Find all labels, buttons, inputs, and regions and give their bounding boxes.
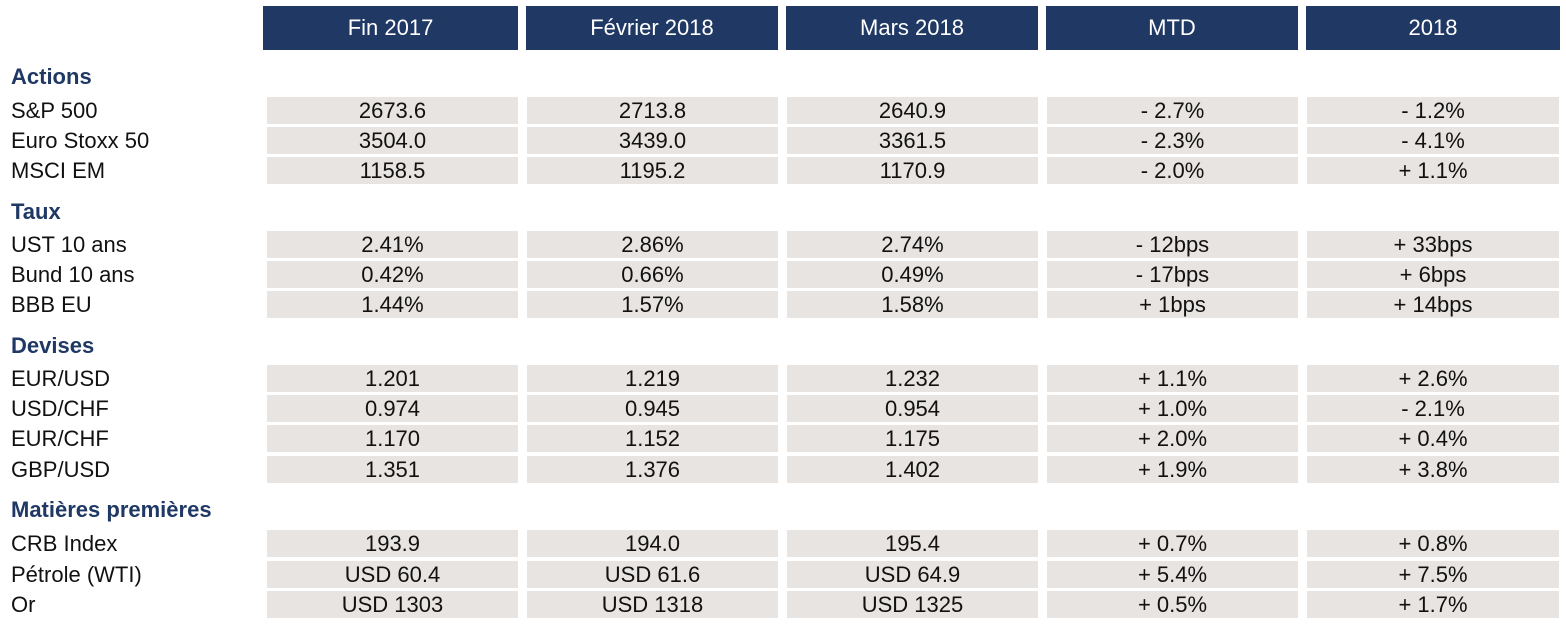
table-cell: USD 1318 (527, 591, 778, 618)
table-cell: + 6bps (1307, 261, 1559, 288)
table-cell: 3439.0 (527, 127, 778, 154)
table-cell: - 12bps (1047, 231, 1298, 258)
table-cell: 1.201 (267, 365, 518, 392)
table-cell: + 5.4% (1047, 561, 1298, 588)
table-cell: - 1.2% (1307, 97, 1559, 124)
table-cell: USD 60.4 (267, 561, 518, 588)
row-label: Pétrole (WTI) (11, 562, 142, 587)
column-header-2018: 2018 (1306, 6, 1560, 50)
table-cell: USD 1303 (267, 591, 518, 618)
table-cell: + 0.5% (1047, 591, 1298, 618)
table-cell: + 7.5% (1307, 561, 1559, 588)
table-cell: + 1.1% (1047, 365, 1298, 392)
table-cell: 195.4 (787, 530, 1038, 557)
table-cell: + 2.6% (1307, 365, 1559, 392)
table-cell: + 1.7% (1307, 591, 1559, 618)
table-cell: - 2.1% (1307, 395, 1559, 422)
table-cell: + 1.0% (1047, 395, 1298, 422)
row-label: S&P 500 (11, 98, 98, 123)
table-cell: 2.86% (527, 231, 778, 258)
table-cell: 1.219 (527, 365, 778, 392)
table-cell: 1.351 (267, 456, 518, 483)
column-header-mtd: MTD (1046, 6, 1298, 50)
table-cell: 1.376 (527, 456, 778, 483)
table-cell: - 17bps (1047, 261, 1298, 288)
table-cell: + 3.8% (1307, 456, 1559, 483)
table-cell: 3504.0 (267, 127, 518, 154)
table-cell: 0.49% (787, 261, 1038, 288)
table-cell: + 1.1% (1307, 157, 1559, 184)
row-label: USD/CHF (11, 396, 109, 421)
row-label: MSCI EM (11, 158, 106, 183)
section-title-matieres-premieres: Matières premières (11, 497, 212, 522)
table-cell: + 0.7% (1047, 530, 1298, 557)
column-header-fevrier-2018: Février 2018 (526, 6, 778, 50)
table-cell: + 1.9% (1047, 456, 1298, 483)
row-label: EUR/CHF (11, 426, 109, 451)
table-cell: 2673.6 (267, 97, 518, 124)
section-title-actions: Actions (11, 64, 92, 89)
table-cell: 194.0 (527, 530, 778, 557)
table-cell: + 2.0% (1047, 425, 1298, 452)
table-cell: 1.58% (787, 291, 1038, 318)
table-cell: USD 61.6 (527, 561, 778, 588)
table-cell: 0.954 (787, 395, 1038, 422)
table-cell: 1195.2 (527, 157, 778, 184)
table-cell: 0.974 (267, 395, 518, 422)
column-header-mars-2018: Mars 2018 (786, 6, 1038, 50)
table-cell: - 2.0% (1047, 157, 1298, 184)
table-cell: + 0.4% (1307, 425, 1559, 452)
table-cell: 0.66% (527, 261, 778, 288)
table-cell: + 14bps (1307, 291, 1559, 318)
table-cell: - 2.7% (1047, 97, 1298, 124)
table-cell: 0.42% (267, 261, 518, 288)
table-cell: 2640.9 (787, 97, 1038, 124)
row-label: Or (11, 592, 36, 617)
table-cell: 2.74% (787, 231, 1038, 258)
table-cell: 1.152 (527, 425, 778, 452)
table-cell: - 2.3% (1047, 127, 1298, 154)
table-cell: - 4.1% (1307, 127, 1559, 154)
row-label: BBB EU (11, 292, 92, 317)
table-cell: 1.232 (787, 365, 1038, 392)
row-label: CRB Index (11, 531, 118, 556)
row-label: EUR/USD (11, 366, 111, 391)
row-label: GBP/USD (11, 457, 111, 482)
section-title-taux: Taux (11, 199, 61, 224)
row-label: Bund 10 ans (11, 262, 135, 287)
table-cell: 1.44% (267, 291, 518, 318)
table-cell: 1.57% (527, 291, 778, 318)
table-cell: 0.945 (527, 395, 778, 422)
table-cell: 1.402 (787, 456, 1038, 483)
table-cell: + 33bps (1307, 231, 1559, 258)
table-cell: 2713.8 (527, 97, 778, 124)
row-label: UST 10 ans (11, 232, 127, 257)
section-title-devises: Devises (11, 333, 95, 358)
table-cell: + 1bps (1047, 291, 1298, 318)
column-header-fin-2017: Fin 2017 (263, 6, 518, 50)
table-cell: 3361.5 (787, 127, 1038, 154)
table-cell: 1170.9 (787, 157, 1038, 184)
table-cell: 193.9 (267, 530, 518, 557)
table-cell: 1.175 (787, 425, 1038, 452)
table-cell: USD 1325 (787, 591, 1038, 618)
table-cell: + 0.8% (1307, 530, 1559, 557)
table-cell: 1158.5 (267, 157, 518, 184)
table-cell: 1.170 (267, 425, 518, 452)
row-label: Euro Stoxx 50 (11, 128, 150, 153)
table-cell: 2.41% (267, 231, 518, 258)
table-cell: USD 64.9 (787, 561, 1038, 588)
